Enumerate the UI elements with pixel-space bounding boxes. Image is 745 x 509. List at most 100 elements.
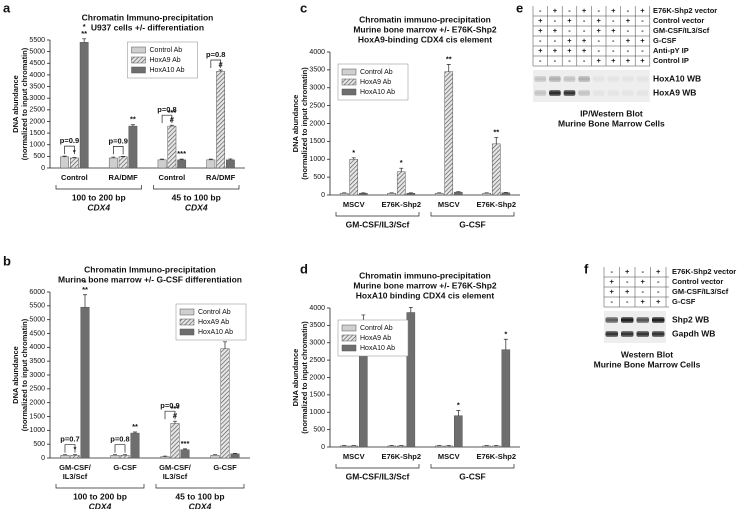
significance-mark: *** xyxy=(177,149,186,158)
significance-mark: ** xyxy=(130,115,136,124)
p-value: p=0.8 xyxy=(157,105,176,114)
error-bar xyxy=(179,158,184,160)
x-tick-label: Control xyxy=(61,173,88,182)
bar xyxy=(60,156,69,169)
x-tick-label: RA/DMF xyxy=(109,173,139,182)
group-bracket xyxy=(153,185,240,190)
sign: + xyxy=(656,297,661,306)
y-tick-label: 3500 xyxy=(309,67,325,74)
group-label: 45 to 100 bp xyxy=(175,491,224,501)
sign: - xyxy=(539,6,542,15)
y-tick-label: 3000 xyxy=(29,372,45,379)
error-bar xyxy=(83,294,87,308)
legend-swatch xyxy=(131,46,146,54)
sign: - xyxy=(657,287,660,296)
significance-mark: * xyxy=(83,22,86,31)
group-bracket xyxy=(55,185,142,190)
sign: + xyxy=(610,277,615,286)
y-tick-label: 500 xyxy=(33,441,45,448)
y-tick-label: 1500 xyxy=(29,413,45,420)
y-tick-label: 1000 xyxy=(29,142,45,149)
blot-label: Gapdh WB xyxy=(672,328,715,338)
x-tick-label: MSCV xyxy=(438,452,460,461)
chart-title: Murine bone marrow +/- G-CSF differentia… xyxy=(58,274,242,284)
blot-band xyxy=(636,331,649,337)
group-bracket xyxy=(335,212,420,217)
y-tick-label: 3000 xyxy=(309,85,325,92)
sign: + xyxy=(611,56,616,65)
y-tick-label: 1500 xyxy=(309,392,325,399)
legend-swatch xyxy=(341,88,357,96)
row-label: Anti-pY IP xyxy=(653,46,689,55)
bracket xyxy=(161,114,173,124)
sign: - xyxy=(554,36,557,45)
sign: - xyxy=(626,297,629,306)
bar xyxy=(434,192,444,196)
sign: + xyxy=(538,26,543,35)
bar xyxy=(226,159,235,169)
caption: IP/Western Blot xyxy=(580,108,643,118)
sign: + xyxy=(626,36,631,45)
blot-band xyxy=(636,90,649,96)
y-tick-label: 0 xyxy=(41,455,45,462)
sign: - xyxy=(626,277,629,286)
bar xyxy=(160,456,170,459)
y-tick-label: 0 xyxy=(321,444,325,451)
sign: - xyxy=(641,46,644,55)
bar xyxy=(157,159,167,169)
blot-band xyxy=(607,76,620,82)
blot-label: HoxA10 WB xyxy=(653,73,701,83)
y-tick-label: 3500 xyxy=(309,322,325,329)
x-tick-label: MSCV xyxy=(343,200,365,209)
y-tick-label: 5000 xyxy=(29,317,45,324)
sign: - xyxy=(641,26,644,35)
sign: + xyxy=(582,6,587,15)
y-tick-label: 5500 xyxy=(29,303,45,310)
sign: + xyxy=(597,16,602,25)
panel-label: b xyxy=(3,253,11,268)
sign: + xyxy=(611,6,616,15)
y-axis-label: DNA abundance xyxy=(291,349,300,407)
y-tick-label: 3500 xyxy=(29,358,45,365)
y-tick-label: 2000 xyxy=(29,400,45,407)
significance-mark: ** xyxy=(493,127,499,136)
sign: - xyxy=(554,16,557,25)
chart-title: HoxA9-binding CDX4 cis element xyxy=(358,34,492,44)
bar xyxy=(501,192,511,196)
bar xyxy=(406,192,416,196)
sign: - xyxy=(568,26,571,35)
x-tick-label: GM-CSF/ xyxy=(159,463,192,472)
error-bar xyxy=(73,454,77,456)
sign: - xyxy=(641,16,644,25)
bar xyxy=(210,454,220,459)
sign: + xyxy=(567,36,572,45)
sign: - xyxy=(568,6,571,15)
y-tick-label: 1000 xyxy=(29,427,45,434)
bar xyxy=(444,445,454,448)
x-tick-label: E76K-Shp2 xyxy=(476,452,516,461)
p-value: p=0.7 xyxy=(60,435,79,444)
bracket xyxy=(64,145,75,155)
sign: - xyxy=(583,16,586,25)
y-tick-label: 500 xyxy=(313,426,325,433)
group-bracket xyxy=(155,484,245,489)
bar xyxy=(130,432,140,459)
bar xyxy=(230,453,240,459)
error-bar xyxy=(113,454,117,456)
bar xyxy=(349,445,359,448)
bar xyxy=(177,159,187,169)
sign: - xyxy=(642,267,645,276)
bar xyxy=(491,445,501,448)
bar xyxy=(482,445,491,448)
panel-label: f xyxy=(584,261,589,276)
significance-mark: ** xyxy=(446,54,452,63)
sign: + xyxy=(582,36,587,45)
sign: + xyxy=(582,46,587,55)
y-tick-label: 2000 xyxy=(309,374,325,381)
bar xyxy=(69,157,79,169)
bar xyxy=(396,445,406,448)
bar xyxy=(60,454,70,459)
bar xyxy=(387,445,396,448)
significance-mark: *** xyxy=(167,108,176,117)
sign: - xyxy=(597,46,600,55)
